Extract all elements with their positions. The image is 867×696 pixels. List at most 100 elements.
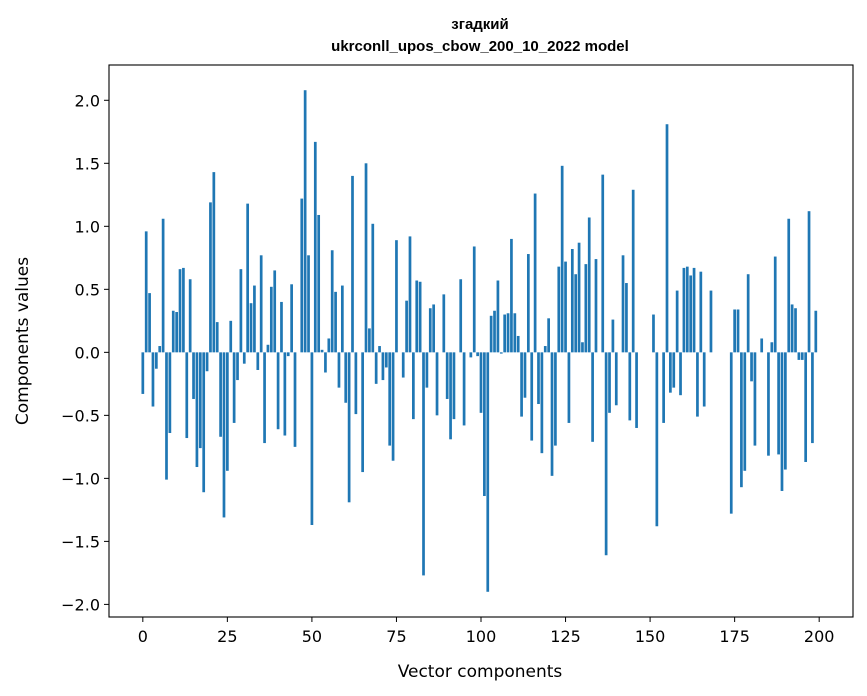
bar-116 [533,193,537,353]
bar-23 [219,352,222,437]
bar-72 [384,352,388,368]
bar-69 [374,352,378,384]
bar-41 [280,301,283,353]
bar-140 [614,352,618,406]
bar-164 [696,352,699,417]
bar-159 [679,352,682,396]
bar-103 [489,315,493,353]
bar-86 [432,304,436,353]
bar-2 [148,293,151,353]
bar-193 [794,308,797,353]
bar-87 [435,352,439,416]
bar-42 [283,352,287,436]
bar-0 [141,352,145,394]
bar-128 [574,274,578,353]
bar-142 [621,255,625,353]
bar-180 [750,352,753,382]
bar-112 [520,352,523,417]
bar-165 [699,271,703,353]
bar-126 [567,352,571,423]
bar-45 [293,352,297,447]
bar-7 [165,352,168,480]
bar-70 [378,346,381,353]
bar-139 [611,319,615,353]
bar-198 [811,352,814,444]
bars-layer [141,90,818,592]
bar-105 [496,280,500,353]
bar-84 [425,352,429,388]
bar-146 [635,352,638,428]
bar-14 [188,279,192,353]
bar-53 [320,349,324,353]
bar-97 [469,352,473,358]
bar-79 [408,236,412,353]
bar-95 [462,352,466,426]
plot-frame [108,64,854,618]
x-tick-label: 150 [635,627,666,646]
bar-20 [209,202,212,353]
bar-196 [804,352,808,462]
bar-145 [631,189,635,353]
bar-162 [689,275,693,353]
bar-89 [442,294,446,353]
bar-33 [253,285,256,353]
bar-106 [499,352,503,354]
bar-17 [198,352,202,449]
bar-54 [324,352,327,373]
bar-48 [303,90,307,353]
bar-123 [557,266,561,353]
bar-178 [743,352,747,471]
bar-102 [486,352,490,592]
bar-124 [560,165,564,353]
bar-37 [266,344,270,353]
bar-9 [171,310,175,353]
bar-130 [581,342,584,353]
bar-195 [800,352,804,360]
bar-104 [493,310,496,353]
bar-168 [709,290,713,353]
bar-191 [787,218,791,353]
bar-155 [665,124,669,353]
bar-109 [510,238,513,353]
bar-4 [154,352,158,369]
bar-85 [428,308,432,353]
bar-49 [307,255,310,353]
bar-99 [476,352,479,357]
bar-119 [543,346,547,353]
bar-66 [364,163,368,353]
bar-107 [503,314,507,353]
bar-75 [395,240,398,353]
bar-26 [229,320,233,353]
bar-133 [591,352,594,442]
bar-12 [182,267,185,353]
bar-52 [317,214,321,353]
x-ticks: 0 25 50 75 100 125 150 175 200 [138,617,834,646]
bar-127 [570,249,574,353]
bar-5 [158,346,162,353]
bar-10 [175,312,178,353]
bar-68 [371,223,375,353]
bar-151 [652,314,655,353]
bar-192 [790,304,794,353]
bar-94 [459,279,463,353]
bar-194 [797,352,801,360]
y-axis-label: Components values [13,257,33,425]
bar-166 [702,352,706,407]
bar-21 [212,172,216,353]
bar-32 [249,303,253,353]
bar-154 [662,352,665,423]
y-tick-label: 1.5 [75,154,100,173]
bar-60 [344,352,348,403]
x-tick-label: 50 [302,627,322,646]
bar-120 [547,318,550,353]
bar-144 [628,352,632,421]
bar-100 [479,352,483,413]
bar-24 [222,352,226,518]
bar-15 [192,352,195,399]
bar-27 [232,352,236,423]
bar-179 [746,274,750,353]
bar-160 [682,267,686,353]
x-tick-label: 0 [138,627,148,646]
bar-71 [381,352,385,381]
bar-55 [327,338,331,353]
